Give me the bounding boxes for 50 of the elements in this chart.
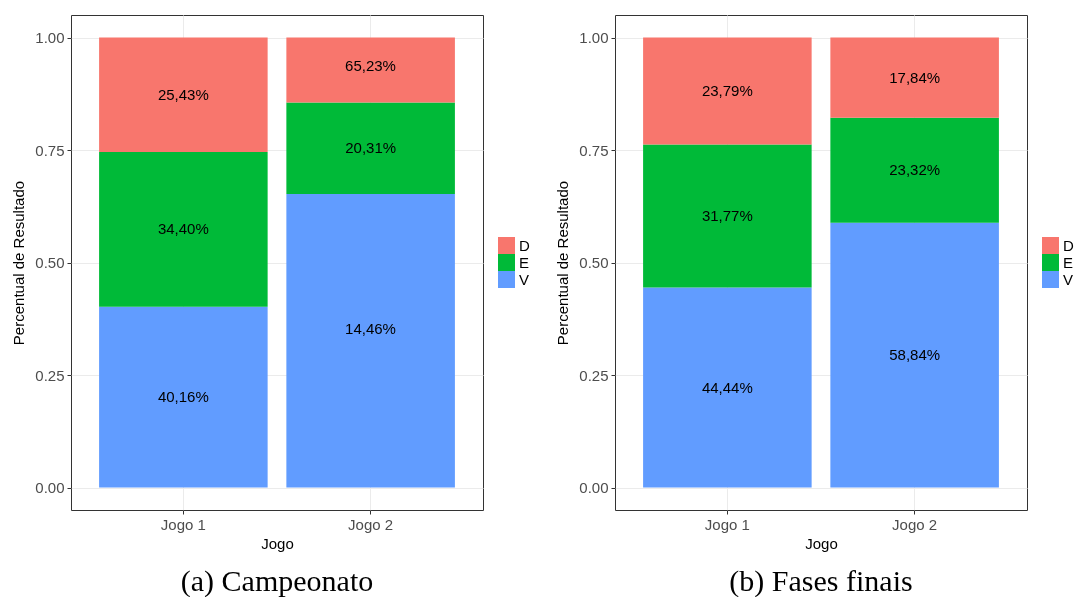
legend-label: D xyxy=(1063,236,1074,254)
legend-label: E xyxy=(519,253,530,271)
annotation: 14,46% xyxy=(345,319,396,337)
annotation: 65,23% xyxy=(345,56,396,74)
y-tick-label: 0.00 xyxy=(35,479,65,496)
data-label: 17,84% xyxy=(889,68,941,86)
data-label: 25,43% xyxy=(157,85,209,103)
y-tick-label: 0.00 xyxy=(579,479,609,496)
bar xyxy=(830,222,999,488)
y-tick-label: 0.25 xyxy=(579,366,609,384)
data-label: 58,84% xyxy=(889,346,941,364)
y-tick-label: 0.25 xyxy=(35,366,65,384)
legend-label: V xyxy=(519,270,530,288)
y-axis-title: Percentual de Resultado xyxy=(554,180,572,346)
bar xyxy=(286,193,455,488)
y-tick-label: 1.00 xyxy=(35,29,65,46)
data-label: 44,44% xyxy=(701,378,753,396)
bar xyxy=(286,37,455,103)
x-tick-label: Jogo 2 xyxy=(348,515,394,533)
bar xyxy=(643,37,812,145)
legend-label: E xyxy=(1063,253,1074,271)
data-label: 20,31% xyxy=(345,139,397,157)
legend-label: V xyxy=(1063,270,1074,288)
bar xyxy=(286,102,455,194)
x-axis-title: Jogo xyxy=(261,534,294,552)
x-axis-title: Jogo xyxy=(805,534,838,552)
y-tick-label: 1.00 xyxy=(579,29,609,46)
y-tick-label: 0.75 xyxy=(35,141,65,159)
x-tick-label: Jogo 1 xyxy=(160,515,206,533)
data-label: 40,16% xyxy=(157,388,209,406)
bar xyxy=(830,37,999,118)
y-axis-title: Percentual de Resultado xyxy=(10,180,28,346)
y-tick-label: 0.75 xyxy=(579,141,609,159)
text: (b) Fases finais xyxy=(729,564,913,597)
bar xyxy=(99,151,268,307)
bar xyxy=(830,117,999,223)
bar xyxy=(99,37,268,152)
y-tick-label: 0.50 xyxy=(35,254,65,271)
x-tick-label: Jogo 2 xyxy=(892,515,938,533)
bar xyxy=(643,287,812,488)
bar xyxy=(643,144,812,288)
bar xyxy=(99,306,268,488)
data-label: 31,77% xyxy=(701,207,753,225)
y-tick-label: 0.50 xyxy=(579,254,609,271)
data-label: 23,32% xyxy=(889,161,941,179)
data-label: 34,40% xyxy=(157,220,209,238)
data-label: 23,79% xyxy=(701,82,753,100)
text: (a) Campeonato xyxy=(180,564,374,597)
legend-label: D xyxy=(519,236,530,254)
x-tick-label: Jogo 1 xyxy=(704,515,750,533)
